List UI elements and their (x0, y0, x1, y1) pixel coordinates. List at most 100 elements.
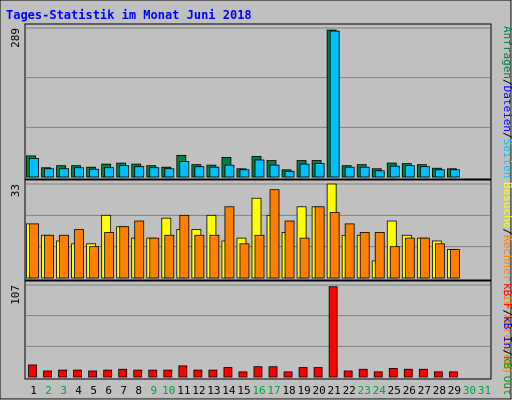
legend-entry: Seiten (501, 139, 512, 179)
x-tick-label-3: 3 (60, 384, 67, 397)
bar-rechner-22 (344, 223, 355, 279)
bar-kb-f-25 (388, 368, 398, 378)
x-tick-label-4: 4 (75, 384, 82, 397)
x-tick-label-19: 19 (297, 384, 310, 397)
bar-kb-f-9 (148, 369, 158, 378)
right-legend-1: Anfragen/Dateien/Seiten (501, 26, 512, 178)
x-tick-label-29: 29 (448, 384, 461, 397)
bar-dateien-13 (209, 166, 220, 178)
bar-kb-f-15 (238, 371, 248, 378)
legend-entry: kB In (501, 316, 512, 349)
x-tick-label-21: 21 (328, 384, 341, 397)
legend-entry: Anfragen (501, 26, 512, 79)
x-tick-label-13: 13 (207, 384, 220, 397)
legend-entry: Rechner (IP-Adressen) (501, 235, 512, 374)
bar-kb-f-23 (358, 368, 368, 378)
bar-dateien-21 (329, 30, 340, 178)
x-tick-label-8: 8 (135, 384, 142, 397)
right-legend-2: Besuche/Rechner (IP-Adressen) (501, 182, 512, 374)
bar-kb-f-5 (88, 370, 98, 378)
bar-kb-f-29 (449, 371, 458, 378)
bar-rechner-1 (29, 223, 39, 279)
bar-kb-f-2 (43, 370, 52, 378)
legend-entry: / (501, 228, 512, 235)
legend-entry: / (501, 349, 512, 356)
bar-kb-f-20 (313, 367, 323, 378)
bar-dateien-15 (239, 169, 250, 178)
bar-rechner-8 (134, 220, 145, 279)
bar-kb-f-26 (403, 368, 413, 378)
x-tick-label-12: 12 (192, 384, 205, 397)
bar-rechner-24 (374, 232, 385, 279)
legend-entry: Dateien (501, 86, 512, 132)
bar-dateien-23 (359, 166, 370, 178)
bar-dateien-16 (254, 159, 265, 178)
bar-dateien-29 (450, 169, 460, 178)
bar-dateien-26 (404, 165, 415, 178)
bar-dateien-28 (434, 169, 445, 178)
bar-dateien-20 (314, 163, 325, 178)
bar-rechner-15 (239, 243, 250, 279)
bar-rechner-13 (209, 234, 220, 279)
bar-rechner-28 (434, 243, 445, 279)
bar-kb-f-22 (343, 370, 353, 378)
x-tick-label-7: 7 (120, 384, 127, 397)
x-tick-label-26: 26 (403, 384, 416, 397)
bar-dateien-7 (119, 165, 130, 178)
y-max-label: 289 (9, 28, 22, 48)
bar-kb-f-13 (208, 369, 218, 378)
bar-rechner-10 (164, 234, 175, 279)
bar-kb-f-8 (133, 369, 143, 378)
legend-entry: Besuche (501, 182, 512, 228)
bar-dateien-17 (269, 164, 280, 178)
bar-dateien-6 (104, 167, 115, 178)
bar-kb-f-7 (118, 368, 128, 378)
x-tick-label-18: 18 (282, 384, 295, 397)
bar-rechner-2 (44, 234, 54, 279)
bar-kb-f-14 (223, 367, 233, 378)
x-tick-label-11: 11 (177, 384, 190, 397)
bar-dateien-19 (299, 163, 310, 178)
plot-frame (24, 179, 492, 281)
bar-dateien-22 (344, 166, 355, 178)
bar-dateien-18 (284, 170, 295, 178)
plot-frame (24, 23, 492, 180)
bar-rechner-17 (269, 189, 280, 279)
bar-dateien-10 (164, 168, 175, 178)
bar-dateien-11 (179, 161, 190, 178)
bar-kb-f-11 (178, 365, 188, 378)
x-tick-label-20: 20 (313, 384, 326, 397)
bar-rechner-12 (194, 234, 205, 279)
x-tick-label-14: 14 (222, 384, 236, 397)
x-tick-label-24: 24 (373, 384, 387, 397)
panel-2: 33 (9, 179, 492, 281)
bar-kb-f-6 (103, 369, 113, 378)
x-tick-label-23: 23 (358, 384, 371, 397)
x-tick-label-16: 16 (252, 384, 265, 397)
bar-dateien-1 (29, 158, 39, 178)
chart-title: Tages-Statistik im Monat Juni 2018 (6, 8, 252, 22)
x-tick-label-5: 5 (90, 384, 97, 397)
bar-dateien-8 (134, 166, 145, 178)
legend-entry: / (501, 310, 512, 317)
bar-kb-f-3 (58, 369, 67, 378)
legend-entry: / (501, 79, 512, 86)
bar-rechner-5 (89, 246, 100, 279)
y-max-label: 107 (9, 285, 22, 305)
x-tick-label-17: 17 (267, 384, 280, 397)
bar-rechner-23 (359, 232, 370, 279)
bar-kb-f-12 (193, 369, 203, 378)
x-tick-label-31: 31 (478, 384, 491, 397)
bar-kb-f-24 (373, 371, 383, 378)
bar-kb-f-17 (268, 366, 278, 378)
x-tick-label-15: 15 (237, 384, 250, 397)
bar-rechner-19 (299, 237, 310, 279)
bar-kb-f-19 (298, 367, 308, 378)
bar-rechner-25 (389, 246, 400, 279)
y-max-label: 33 (9, 184, 22, 197)
bar-rechner-4 (74, 229, 84, 279)
bar-dateien-3 (59, 168, 69, 178)
plot-frame (24, 280, 492, 380)
bar-kb-f-1 (28, 364, 37, 378)
x-tick-label-22: 22 (343, 384, 356, 397)
